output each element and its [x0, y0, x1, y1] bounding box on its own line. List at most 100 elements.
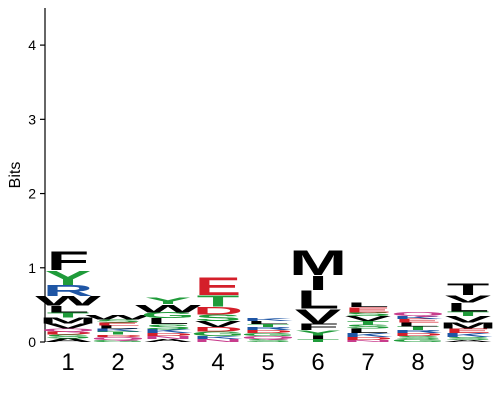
logo-letter: E: [195, 273, 241, 300]
logo-letter: L: [347, 302, 390, 309]
logo-letter: R: [393, 329, 443, 334]
logo-letter: R: [243, 326, 293, 331]
letter-stacks: ASDQVMTLWRYFGQDTKLESWANDKSLGWYNKGDVSDTES…: [35, 243, 497, 343]
x-tick-label: 6: [311, 349, 324, 376]
logo-letter: T: [97, 331, 140, 336]
x-tick-label: 8: [411, 349, 424, 376]
logo-letter: L: [397, 322, 440, 328]
logo-letter: S: [45, 334, 91, 340]
logo-letter: L: [347, 328, 390, 335]
logo-letter: L: [147, 317, 190, 326]
x-tick-label: 2: [111, 349, 124, 376]
logo-letter: M: [39, 316, 97, 325]
y-axis: 0 1 2 3 4: [28, 8, 46, 350]
logo-letter: E: [95, 322, 141, 327]
logo-letter: V: [445, 293, 491, 305]
logo-letter: L: [47, 304, 90, 314]
logo-letter: S: [95, 319, 141, 324]
logo-letter: T: [47, 311, 90, 319]
logo-letter: A: [443, 339, 493, 342]
logo-letter: T: [297, 338, 340, 343]
logo-letter: T: [447, 311, 490, 318]
logo-letter: Q: [91, 336, 145, 341]
logo-letter: D: [93, 334, 143, 337]
logo-letter: Q: [41, 328, 95, 333]
x-tick-label: 4: [211, 349, 224, 376]
logo-letter: D: [193, 326, 243, 333]
logo-letter: I: [308, 271, 327, 294]
logo-letter: A: [143, 338, 193, 343]
y-tick-label: 4: [28, 37, 36, 53]
logo-letter: K: [193, 335, 244, 340]
logo-letter: V: [445, 314, 492, 324]
logo-letter: S: [245, 338, 291, 343]
y-tick-label: 0: [28, 334, 36, 350]
y-tick-label: 3: [28, 111, 36, 127]
logo-letter: E: [445, 328, 491, 335]
logo-letter: K: [243, 318, 294, 323]
x-tick-label: 9: [461, 349, 474, 376]
logo-letter: E: [395, 318, 441, 324]
logo-letter: T: [447, 280, 490, 299]
logo-letter: D: [143, 332, 193, 337]
logo-letter: S: [345, 324, 391, 330]
logo-letter: E: [345, 306, 391, 314]
logo-letter: K: [343, 332, 394, 338]
x-tick-label: 1: [61, 349, 74, 376]
logo-letter: T: [397, 326, 440, 332]
logo-letter: V: [45, 322, 91, 330]
logo-letter: G: [391, 338, 445, 343]
logo-letter: Q: [391, 311, 445, 317]
logo-letter: I: [308, 334, 327, 340]
logo-letter: T: [197, 292, 240, 309]
logo-letter: S: [145, 323, 191, 331]
x-axis: 1 2 3 4 5 6 7 8 9: [61, 349, 474, 376]
logo-letter: S: [345, 311, 391, 317]
logo-letter: K: [93, 328, 144, 333]
logo-letter: T: [347, 320, 390, 326]
logo-letter: D: [43, 331, 93, 336]
logo-letter: F: [47, 246, 90, 276]
logo-letter: Y: [145, 296, 192, 306]
logo-letter: G: [141, 311, 195, 320]
x-tick-label: 5: [261, 349, 274, 376]
logo-letter: K: [143, 329, 194, 335]
logo-letter: S: [445, 336, 491, 341]
logo-letter: D: [393, 332, 443, 337]
logo-letter: L: [247, 321, 290, 326]
logo-letter: D: [193, 304, 243, 317]
y-axis-label: Bits: [7, 162, 24, 189]
logo-letter: V: [295, 305, 341, 328]
logo-letter: N: [193, 338, 243, 343]
logo-letter: Y: [45, 266, 91, 289]
logo-letter: M: [439, 321, 497, 330]
logo-letter: Q: [241, 335, 295, 340]
logo-letter: N: [143, 335, 193, 340]
logo-letter: R: [43, 282, 93, 299]
logo-letter: S: [195, 313, 242, 323]
logo-letter: V: [345, 315, 391, 323]
logo-letter: V: [195, 320, 241, 329]
x-tick-label: 7: [361, 349, 374, 376]
logo-letter: T: [247, 323, 290, 328]
logo-letter: W: [85, 314, 151, 321]
logo-letter: D: [243, 329, 293, 334]
logo-letter: A: [43, 337, 93, 343]
logo-letter: L: [297, 286, 340, 315]
logo-letter: F: [297, 322, 340, 332]
logo-letter: W: [135, 302, 202, 315]
logo-letter: N: [343, 339, 393, 342]
logo-letter: D: [343, 336, 393, 341]
x-tick-label: 3: [161, 349, 174, 376]
logo-letter: M: [289, 243, 347, 282]
